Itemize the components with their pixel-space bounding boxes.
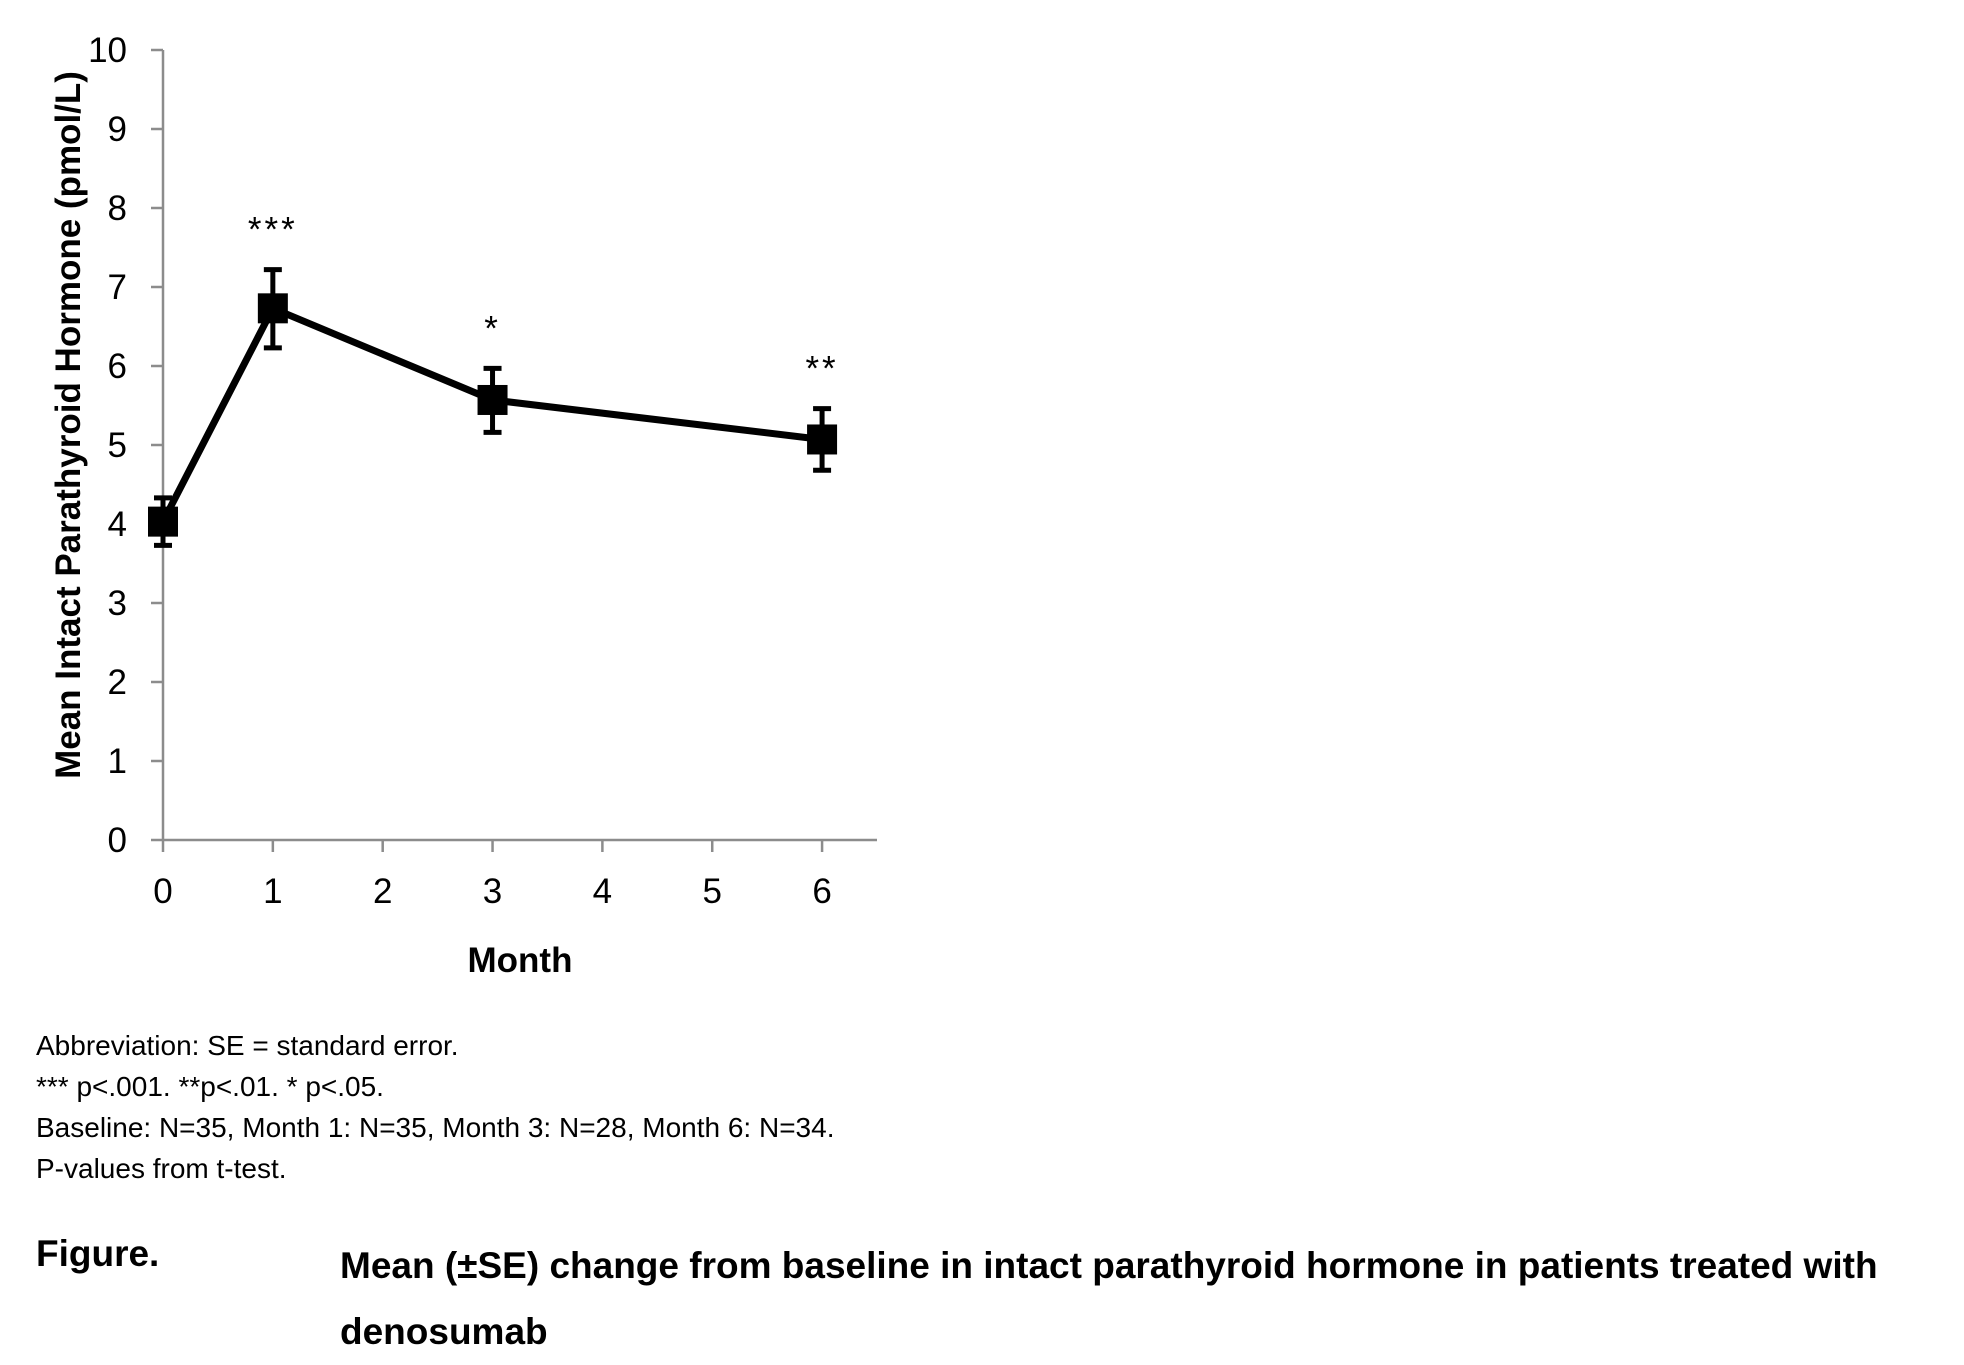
data-point (807, 424, 838, 455)
y-tick-label: 8 (108, 189, 127, 228)
y-tick-label: 0 (108, 821, 127, 860)
chart-axes (151, 48, 877, 852)
y-tick-label: 10 (88, 31, 127, 70)
y-tick-label: 5 (108, 426, 127, 465)
x-tick-label: 2 (373, 872, 392, 911)
significance-label: *** (248, 211, 298, 250)
significance-label: * (484, 309, 501, 348)
note-pvalues: *** p<.001. **p<.01. * p<.05. (36, 1071, 384, 1102)
chart-series (148, 267, 838, 548)
y-tick-label: 4 (108, 505, 127, 544)
x-tick-label: 0 (153, 872, 172, 911)
x-axis-title: Month (468, 941, 573, 980)
note-test: P-values from t-test. (36, 1153, 287, 1184)
chart-notes: Abbreviation: SE = standard error. *** p… (36, 1025, 834, 1189)
chart-labels: 0 1 2 3 4 5 6 7 8 9 10 0 1 2 3 4 5 6 Month Mean Intact Para… (49, 31, 838, 980)
y-axis-title: Mean Intact Parathyroid Hormone (pmol/L) (49, 71, 88, 779)
y-tick-label: 3 (108, 584, 127, 623)
note-sample-sizes: Baseline: N=35, Month 1: N=35, Month 3: … (36, 1112, 835, 1143)
y-tick-label: 2 (108, 663, 127, 702)
series-line (159, 304, 823, 524)
data-point (148, 506, 178, 537)
x-tick-label: 4 (593, 872, 612, 911)
x-tick-label: 5 (702, 872, 721, 911)
y-tick-label: 9 (108, 110, 127, 149)
line-chart: 0 1 2 3 4 5 6 7 8 9 10 0 1 2 3 4 5 6 Month Mean Intact Para… (49, 31, 877, 980)
data-point (257, 293, 288, 324)
significance-label: ** (805, 350, 838, 389)
y-tick-label: 6 (108, 347, 127, 386)
note-abbreviation: Abbreviation: SE = standard error. (36, 1030, 459, 1061)
y-tick-label: 1 (108, 742, 127, 781)
y-tick-label: 7 (108, 268, 127, 307)
figure-label: Figure. (36, 1233, 160, 1274)
x-tick-label: 6 (812, 872, 831, 911)
figure-caption: Mean (±SE) change from baseline in intac… (340, 1245, 1878, 1352)
x-tick-label: 3 (483, 872, 502, 911)
x-tick-label: 1 (263, 872, 282, 911)
data-point (477, 384, 508, 415)
